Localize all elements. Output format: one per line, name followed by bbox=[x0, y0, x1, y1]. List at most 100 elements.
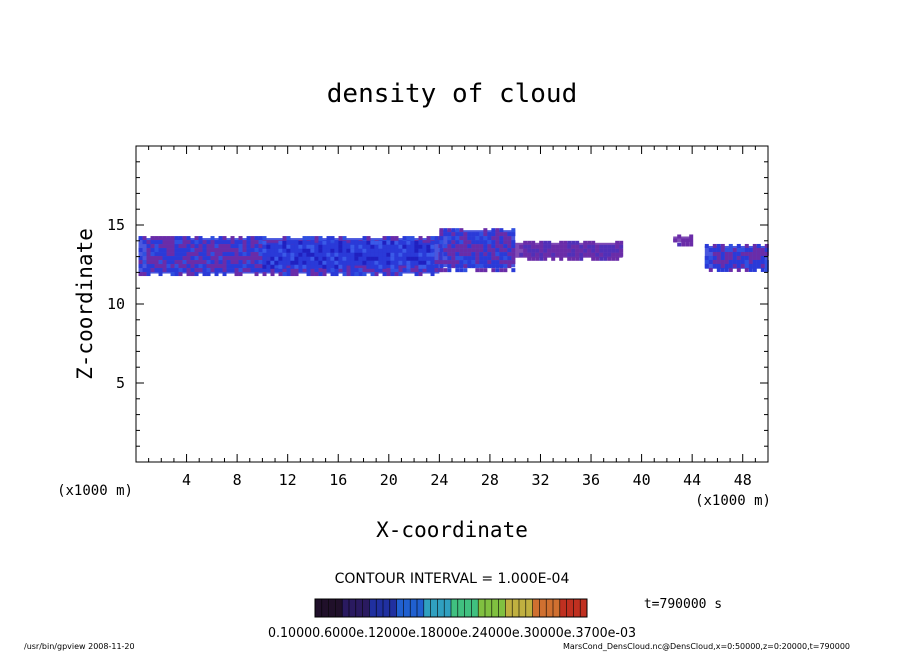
cloud-cell bbox=[587, 244, 592, 249]
cloud-cell bbox=[378, 252, 383, 257]
cloud-cell bbox=[230, 244, 235, 249]
cloud-cell bbox=[439, 264, 444, 269]
cloud-cell bbox=[463, 244, 468, 249]
cloud-cell bbox=[330, 248, 335, 253]
cloud-cell bbox=[354, 260, 359, 265]
cloud-cell bbox=[430, 264, 435, 269]
cloud-cell bbox=[619, 252, 624, 257]
cloud-cell bbox=[194, 244, 199, 249]
cloud-cell bbox=[430, 244, 435, 249]
cloud-cell bbox=[451, 244, 456, 249]
cloud-cell bbox=[398, 268, 403, 273]
cloud-cell bbox=[306, 268, 311, 273]
cloud-cell bbox=[430, 268, 435, 273]
cloud-cell bbox=[414, 272, 419, 277]
cloud-cell bbox=[728, 243, 733, 248]
cloud-cell bbox=[210, 240, 215, 245]
cloud-cell bbox=[559, 256, 564, 261]
cloud-cell bbox=[158, 264, 163, 269]
cloud-cell bbox=[338, 264, 343, 269]
cloud-cell bbox=[226, 264, 231, 269]
cloud-cell bbox=[583, 240, 588, 245]
cloud-cell bbox=[386, 252, 391, 257]
cloud-cell bbox=[318, 264, 323, 269]
cloud-cell bbox=[266, 264, 271, 269]
cloud-cell bbox=[607, 252, 612, 257]
cloud-cell bbox=[334, 268, 339, 273]
cloud-cell bbox=[756, 243, 761, 248]
cloud-cell bbox=[202, 256, 207, 261]
cloud-cell bbox=[390, 268, 395, 273]
cloud-cell bbox=[314, 240, 319, 245]
cloud-cell bbox=[519, 244, 524, 249]
cloud-cell bbox=[366, 240, 371, 245]
cloud-cell bbox=[681, 242, 686, 247]
cloud-cell bbox=[206, 272, 211, 277]
cloud-cell bbox=[274, 248, 279, 253]
cloud-cell bbox=[471, 260, 476, 265]
cloud-cell bbox=[222, 268, 227, 273]
cloud-cell bbox=[162, 264, 167, 269]
cloud-cell bbox=[230, 264, 235, 269]
cloud-cell bbox=[410, 248, 415, 253]
cloud-cell bbox=[350, 260, 355, 265]
cloud-cell bbox=[595, 248, 600, 253]
cloud-cell bbox=[258, 240, 263, 245]
cloud-cell bbox=[740, 263, 745, 268]
cloud-cell bbox=[587, 240, 592, 245]
cloud-cell bbox=[611, 256, 616, 261]
cloud-cell bbox=[724, 259, 729, 264]
cloud-cell bbox=[310, 240, 315, 245]
cloud-cell bbox=[146, 268, 151, 273]
cloud-cell bbox=[222, 264, 227, 269]
cloud-cell bbox=[495, 260, 500, 265]
cloud-cell bbox=[246, 248, 251, 253]
cloud-cell bbox=[146, 248, 151, 253]
x-tick-label: 44 bbox=[683, 471, 701, 489]
cloud-cell bbox=[591, 244, 596, 249]
cloud-cell bbox=[599, 248, 604, 253]
cloud-cell bbox=[190, 240, 195, 245]
cloud-cell bbox=[591, 252, 596, 257]
cloud-cell bbox=[563, 248, 568, 253]
cloud-cell bbox=[174, 236, 179, 241]
colorbar-frame bbox=[314, 598, 588, 618]
cloud-cell bbox=[491, 232, 496, 237]
cloud-cell bbox=[374, 248, 379, 253]
cloud-cell bbox=[724, 267, 729, 272]
cloud-cell bbox=[603, 256, 608, 261]
cloud-cell bbox=[491, 228, 496, 233]
cloud-cell bbox=[527, 244, 532, 249]
cloud-cell bbox=[190, 268, 195, 273]
cloud-cell bbox=[443, 268, 448, 273]
colorbar-segment bbox=[315, 599, 322, 617]
cloud-cell bbox=[150, 244, 155, 249]
cloud-cell bbox=[443, 260, 448, 265]
cloud-cell bbox=[326, 236, 331, 241]
colorbar-segment bbox=[321, 599, 329, 617]
cloud-cell bbox=[290, 260, 295, 265]
cloud-cell bbox=[334, 248, 339, 253]
cloud-cell bbox=[362, 240, 367, 245]
cloud-cell bbox=[708, 247, 713, 252]
cloud-cell bbox=[451, 256, 456, 261]
cloud-cell bbox=[422, 252, 427, 257]
cloud-cell bbox=[531, 240, 536, 245]
cloud-cell bbox=[226, 244, 231, 249]
cloud-cell bbox=[254, 256, 259, 261]
cloud-cell bbox=[382, 260, 387, 265]
cloud-cell bbox=[270, 244, 275, 249]
cloud-cell bbox=[238, 256, 243, 261]
cloud-cell bbox=[471, 252, 476, 257]
cloud-cell bbox=[338, 256, 343, 261]
cloud-cell bbox=[330, 244, 335, 249]
cloud-cell bbox=[535, 248, 540, 253]
cloud-cell bbox=[362, 236, 367, 241]
cloud-cell bbox=[752, 267, 757, 272]
cloud-cell bbox=[162, 268, 167, 273]
cloud-cell bbox=[306, 236, 311, 241]
cloud-cell bbox=[210, 268, 215, 273]
cloud-cell bbox=[290, 248, 295, 253]
cloud-cell bbox=[242, 244, 247, 249]
cloud-cell bbox=[246, 236, 251, 241]
